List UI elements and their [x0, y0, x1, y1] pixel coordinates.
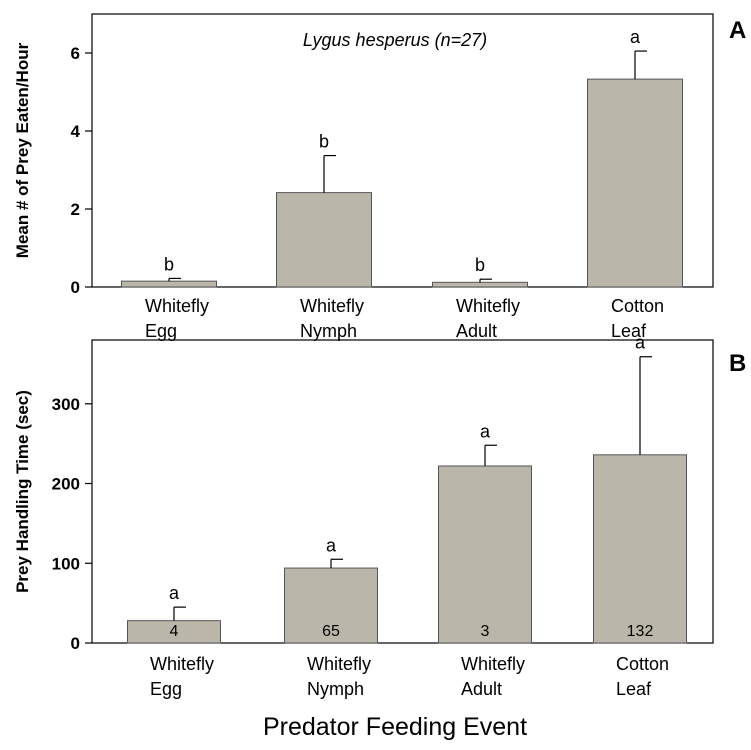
category-label: Whitefly: [456, 296, 520, 316]
category-label: Leaf: [611, 321, 647, 341]
plot-frame: [91, 13, 714, 288]
bar: [121, 280, 217, 288]
category-label: Cotton: [611, 296, 664, 316]
n-label: 3: [481, 623, 490, 640]
significance-label: b: [164, 254, 174, 274]
significance-label: a: [635, 333, 646, 353]
bar: [438, 465, 532, 644]
category-label: Nymph: [307, 679, 364, 699]
n-label: 4: [170, 623, 179, 640]
y-tick-label: 4: [71, 122, 81, 141]
bar: [284, 567, 378, 644]
y-tick-label: 0: [71, 634, 80, 653]
significance-label: b: [475, 255, 485, 275]
bar: [593, 454, 687, 644]
y-tick-label: 300: [52, 395, 80, 414]
category-label: Egg: [145, 321, 177, 341]
category-label: Whitefly: [300, 296, 364, 316]
category-label: Whitefly: [461, 654, 525, 674]
category-label: Egg: [150, 679, 182, 699]
significance-label: a: [326, 535, 337, 555]
significance-label: a: [630, 27, 641, 47]
significance-label: b: [319, 132, 329, 152]
panel-letter: A: [729, 17, 746, 44]
y-tick-label: 200: [52, 475, 80, 494]
n-label: 132: [627, 623, 654, 640]
category-label: Nymph: [300, 321, 357, 341]
bar: [587, 78, 683, 288]
x-axis-title: Predator Feeding Event: [263, 713, 527, 741]
category-label: Whitefly: [145, 296, 209, 316]
category-label: Leaf: [616, 679, 652, 699]
y-tick-label: 6: [71, 44, 80, 63]
category-label: Adult: [461, 679, 502, 699]
y-tick-label: 100: [52, 554, 80, 573]
category-label: Whitefly: [307, 654, 371, 674]
significance-label: a: [480, 421, 491, 441]
y-axis-label: Mean # of Prey Eaten/Hour: [13, 42, 32, 258]
category-label: Adult: [456, 321, 497, 341]
category-label: Cotton: [616, 654, 669, 674]
bar: [432, 281, 528, 288]
y-tick-label: 0: [71, 278, 80, 297]
panel-A: 0 2 4 6 Mean # of Prey Eaten/Hour A Lygus hesp…: [13, 13, 746, 341]
y-axis-label: Prey Handling Time (sec): [13, 390, 32, 593]
significance-label: a: [169, 583, 180, 603]
category-label: Whitefly: [150, 654, 214, 674]
plot-frame: [91, 339, 714, 644]
bar: [276, 192, 372, 288]
panel-letter: B: [729, 350, 746, 377]
y-tick-label: 2: [71, 200, 80, 219]
panel-B: 0 100 200 300 Prey Handling Time (sec) Ba 4 Whi…: [13, 333, 746, 699]
n-label: 65: [322, 623, 340, 640]
species-annotation: Lygus hesperus (n=27): [303, 30, 487, 50]
